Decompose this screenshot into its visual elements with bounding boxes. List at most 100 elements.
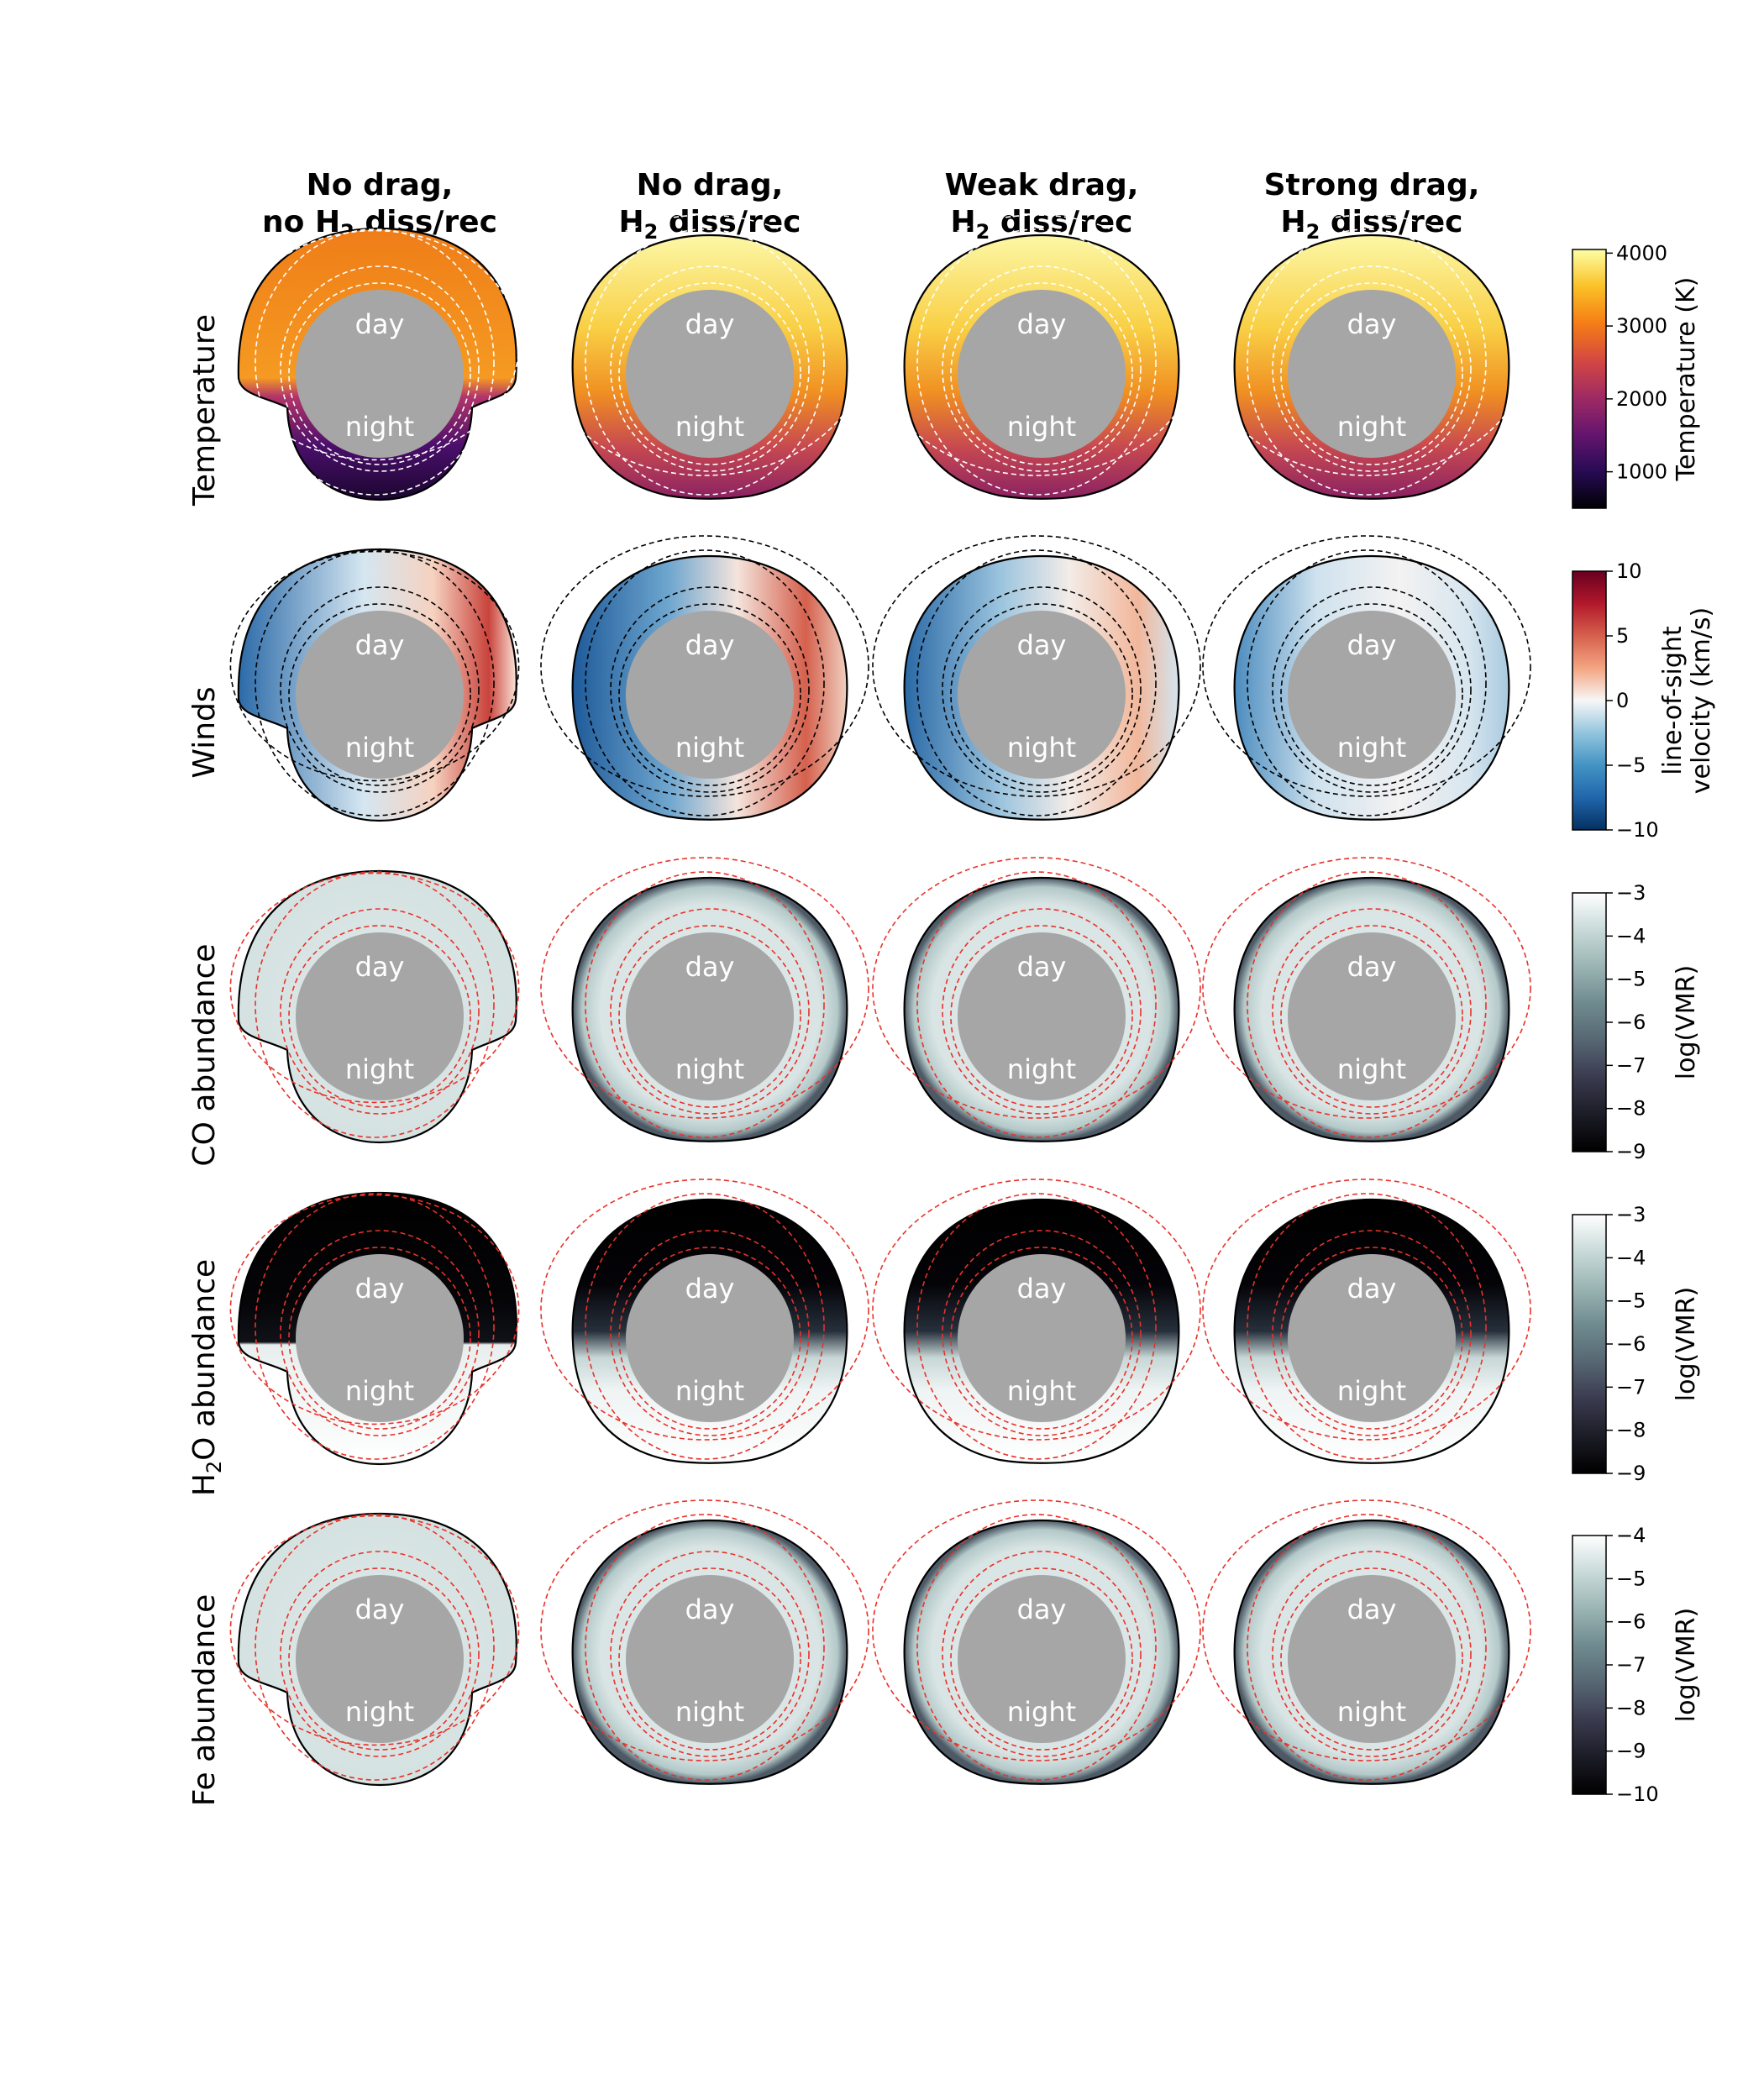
contour-line bbox=[1280, 1567, 1463, 1751]
colorbar-bar bbox=[1572, 892, 1607, 1152]
panel: day night bbox=[1202, 857, 1531, 1142]
night-label: night bbox=[345, 1053, 414, 1085]
contour-line bbox=[942, 586, 1142, 793]
planet-disk bbox=[1288, 290, 1456, 458]
contour-line bbox=[229, 229, 520, 461]
colorbar-tick-label: 1000 bbox=[1616, 460, 1667, 484]
colorbar: −10 −5 0 5 10 line-of-sight velocity (km/s) bbox=[1572, 559, 1716, 842]
column-title-line2: H2 diss/rec bbox=[951, 205, 1133, 244]
planet-disk bbox=[626, 290, 794, 458]
contour-line bbox=[1247, 1514, 1487, 1781]
contour-line bbox=[610, 586, 810, 793]
day-label: day bbox=[1017, 951, 1067, 983]
colorbar-tick-label: 4000 bbox=[1616, 241, 1667, 265]
colorbar-tick-label: 10 bbox=[1616, 559, 1642, 583]
contour-line bbox=[1280, 1247, 1463, 1430]
night-label: night bbox=[1337, 1375, 1406, 1407]
day-label: day bbox=[685, 1593, 735, 1625]
column-title-line1: No drag, bbox=[637, 168, 784, 202]
contour-line bbox=[618, 1567, 801, 1751]
contour-line bbox=[610, 265, 810, 472]
contour-line bbox=[585, 228, 825, 496]
contour-line bbox=[255, 228, 495, 496]
contour-line bbox=[1202, 857, 1531, 1119]
night-label: night bbox=[1337, 1053, 1406, 1085]
panel: day night bbox=[540, 1499, 869, 1785]
colorbar-tick-label: −4 bbox=[1616, 924, 1646, 948]
night-label: night bbox=[345, 411, 414, 443]
contour-line bbox=[618, 1247, 801, 1430]
night-label: night bbox=[1007, 732, 1076, 764]
contour-line bbox=[255, 549, 495, 816]
day-label: day bbox=[685, 951, 735, 983]
colorbar-label: log(VMR) bbox=[1672, 1608, 1701, 1722]
contour-line bbox=[229, 550, 520, 782]
contour-line bbox=[950, 925, 1133, 1108]
row-label-fe: Fe abundance bbox=[187, 1594, 222, 1807]
colorbar: −9 −8 −7 −6 −5 −4 −3 log(VMR) bbox=[1572, 1203, 1701, 1485]
planet-disk bbox=[1288, 1254, 1456, 1422]
contour-line bbox=[1272, 586, 1472, 793]
night-label: night bbox=[1337, 411, 1406, 443]
contour-line bbox=[288, 1567, 471, 1751]
colorbar-bar bbox=[1572, 1535, 1607, 1795]
colorbar-tick-label: −7 bbox=[1616, 1053, 1646, 1077]
colorbar-tick-label: −6 bbox=[1616, 1332, 1646, 1356]
row-label-temperature: Temperature bbox=[187, 314, 222, 507]
contour-line bbox=[950, 282, 1133, 465]
contour-line bbox=[229, 1515, 520, 1746]
contour-line bbox=[280, 908, 480, 1115]
night-label: night bbox=[1007, 1696, 1076, 1728]
planet-disk bbox=[626, 611, 794, 779]
contour-line bbox=[585, 1514, 825, 1781]
panel: day night bbox=[229, 869, 520, 1144]
colorbar-tick-label: −5 bbox=[1616, 1567, 1646, 1590]
panel: day night bbox=[1202, 214, 1531, 500]
day-label: day bbox=[1017, 629, 1067, 661]
day-label: day bbox=[1017, 1273, 1067, 1305]
day-label: day bbox=[1347, 308, 1397, 340]
colorbar-bar bbox=[1572, 570, 1607, 831]
planet-disk bbox=[958, 932, 1126, 1100]
row-label-winds: Winds bbox=[187, 686, 222, 778]
colorbar-label: velocity (km/s) bbox=[1687, 607, 1716, 795]
colorbar-tick-label: −7 bbox=[1616, 1653, 1646, 1677]
colorbar-tick-label: 2000 bbox=[1616, 387, 1667, 411]
contour-line bbox=[950, 1247, 1133, 1430]
night-label: night bbox=[1337, 1696, 1406, 1728]
night-label: night bbox=[675, 411, 744, 443]
contour-line bbox=[1247, 871, 1487, 1138]
row-labels: Temperature Winds CO abundance H2O abund… bbox=[187, 314, 226, 1806]
panel: day night bbox=[540, 857, 869, 1142]
contour-line bbox=[1202, 535, 1531, 797]
colorbar-tick-label: −3 bbox=[1616, 881, 1646, 905]
contour-line bbox=[540, 857, 869, 1119]
night-label: night bbox=[675, 732, 744, 764]
day-label: day bbox=[685, 1273, 735, 1305]
night-label: night bbox=[1007, 411, 1076, 443]
contour-line bbox=[942, 908, 1142, 1115]
colorbar: −10 −9 −8 −7 −6 −5 −4 log(VMR) bbox=[1572, 1524, 1701, 1806]
colorbar-tick-label: −9 bbox=[1616, 1140, 1646, 1163]
day-label: day bbox=[1347, 629, 1397, 661]
panel: day night bbox=[229, 1512, 520, 1787]
contour-line bbox=[280, 265, 480, 472]
night-label: night bbox=[675, 1375, 744, 1407]
contour-line bbox=[585, 871, 825, 1138]
panels: day night day night day night day night day night… bbox=[229, 214, 1531, 1787]
panel: day night bbox=[540, 1179, 869, 1464]
night-label: night bbox=[675, 1696, 744, 1728]
panel: day night bbox=[872, 857, 1201, 1142]
contour-line bbox=[229, 1194, 520, 1425]
colorbar-tick-label: −9 bbox=[1616, 1462, 1646, 1485]
colorbar: −9 −8 −7 −6 −5 −4 −3 log(VMR) bbox=[1572, 881, 1701, 1163]
planet-disk bbox=[958, 611, 1126, 779]
panel: day night bbox=[872, 535, 1201, 821]
contour-line bbox=[942, 1551, 1142, 1757]
colorbar-tick-label: −5 bbox=[1616, 753, 1646, 777]
night-label: night bbox=[1007, 1053, 1076, 1085]
contour-line bbox=[1272, 908, 1472, 1115]
contour-line bbox=[1247, 1193, 1487, 1460]
day-label: day bbox=[685, 308, 735, 340]
